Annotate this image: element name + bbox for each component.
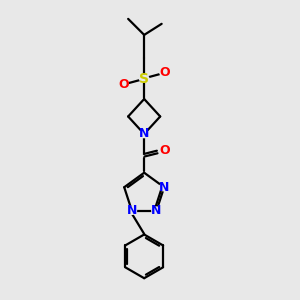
Text: O: O	[118, 78, 129, 91]
Ellipse shape	[160, 146, 170, 154]
Ellipse shape	[140, 130, 149, 138]
Ellipse shape	[152, 207, 161, 214]
Text: N: N	[151, 204, 162, 217]
Text: S: S	[139, 72, 149, 86]
Text: O: O	[160, 143, 170, 157]
Ellipse shape	[127, 207, 136, 214]
Text: O: O	[159, 66, 170, 79]
Ellipse shape	[119, 81, 128, 88]
Ellipse shape	[160, 69, 169, 76]
Text: N: N	[159, 181, 169, 194]
Text: N: N	[127, 204, 137, 217]
Text: N: N	[139, 128, 149, 140]
Ellipse shape	[160, 184, 169, 191]
Ellipse shape	[140, 75, 149, 82]
